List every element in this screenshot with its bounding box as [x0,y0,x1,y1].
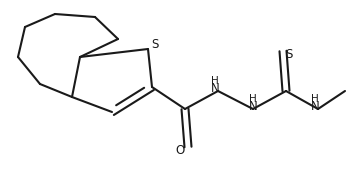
Text: S: S [285,49,293,62]
Text: S: S [151,38,159,51]
Text: H: H [249,94,257,104]
Text: H: H [211,76,219,86]
Text: H: H [311,94,319,104]
Text: N: N [311,101,319,114]
Text: N: N [248,101,258,114]
Text: O: O [175,144,185,158]
Text: N: N [211,82,219,95]
